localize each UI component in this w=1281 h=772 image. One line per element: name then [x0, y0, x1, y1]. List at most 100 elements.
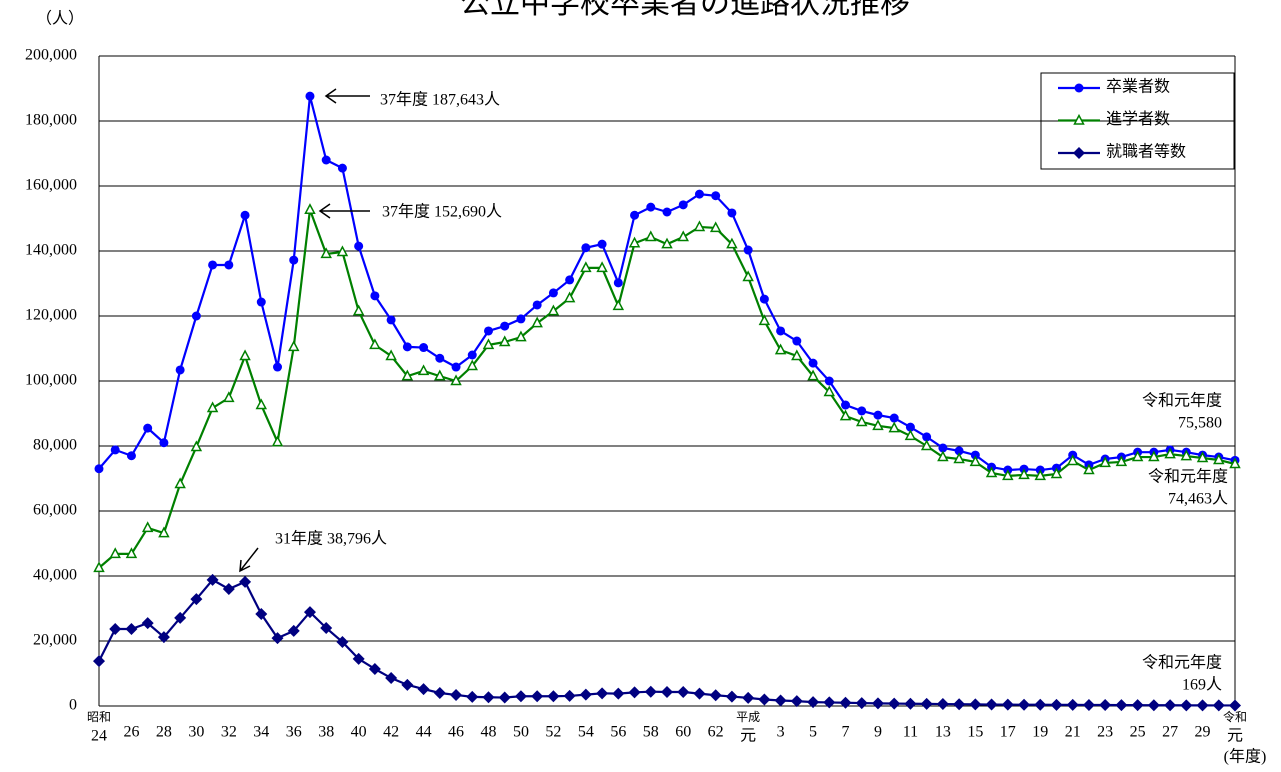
point — [1212, 699, 1225, 712]
point — [498, 335, 511, 347]
point — [1082, 698, 1095, 711]
point — [303, 606, 316, 619]
point — [954, 446, 964, 456]
point — [337, 163, 347, 173]
point — [1099, 699, 1112, 712]
point — [792, 336, 802, 346]
legend-label: 進学者数 — [1106, 110, 1170, 128]
point — [711, 191, 721, 201]
point — [336, 635, 349, 648]
point — [1066, 454, 1079, 466]
point — [807, 696, 820, 709]
point — [839, 409, 852, 421]
point — [1213, 453, 1225, 465]
point — [158, 526, 170, 538]
annotation: 令和元年度 — [1142, 392, 1222, 410]
annotation: 令和元年度 — [1148, 468, 1228, 486]
point — [759, 294, 769, 304]
point — [758, 693, 771, 706]
point — [646, 202, 656, 212]
point — [1147, 699, 1160, 712]
series-line — [98, 209, 1236, 569]
point — [742, 691, 755, 704]
point — [581, 243, 591, 253]
point — [938, 443, 948, 453]
x-tick-label: 30 — [188, 724, 204, 741]
annotation: 75,580 — [1178, 415, 1222, 432]
legend-marker — [1073, 147, 1085, 159]
point — [970, 450, 980, 460]
point — [273, 362, 283, 372]
point — [1001, 698, 1014, 711]
x-tick-label: 24 — [91, 728, 107, 745]
point — [888, 697, 901, 710]
y-tick-label: 0 — [69, 697, 77, 714]
y-unit: （人） — [36, 10, 84, 28]
annotation: 74,463人 — [1168, 490, 1228, 508]
point — [354, 241, 364, 251]
point — [936, 698, 949, 711]
point — [1034, 469, 1047, 481]
point — [1066, 698, 1079, 711]
point — [1115, 455, 1128, 467]
point — [467, 350, 477, 360]
point — [1002, 469, 1014, 481]
x-tick-label: 9 — [874, 724, 882, 741]
point — [1148, 450, 1160, 462]
point — [1018, 698, 1031, 711]
point — [873, 410, 883, 420]
point — [1196, 451, 1209, 463]
point — [596, 261, 608, 273]
point — [774, 343, 787, 355]
x-tick-label: 28 — [156, 724, 172, 741]
point — [709, 221, 722, 233]
point — [255, 398, 268, 410]
series — [93, 573, 1241, 712]
point — [206, 401, 219, 413]
point — [662, 207, 672, 217]
x-tick-label: 42 — [383, 724, 399, 741]
x-tick-label: 46 — [448, 724, 464, 741]
x-tick-label: 52 — [545, 724, 561, 741]
x-tick-label: 5 — [809, 724, 817, 741]
point — [920, 697, 933, 710]
point — [547, 304, 560, 316]
point — [514, 690, 527, 703]
point — [157, 631, 170, 644]
point — [791, 349, 803, 361]
point — [807, 369, 819, 381]
point — [725, 690, 738, 703]
point — [612, 299, 625, 311]
point — [1164, 699, 1177, 712]
arrow — [239, 547, 259, 573]
point — [677, 686, 690, 699]
point — [289, 255, 299, 265]
point — [515, 330, 527, 342]
point — [1115, 699, 1128, 712]
point — [628, 236, 641, 248]
x-tick-label: 50 — [513, 724, 529, 741]
point — [774, 694, 787, 707]
point — [206, 573, 219, 586]
point — [1034, 698, 1047, 711]
point — [466, 359, 479, 371]
x-tick-label: 27 — [1162, 724, 1178, 741]
point — [612, 687, 625, 700]
point — [352, 652, 365, 665]
point — [256, 297, 266, 307]
x-tick-label: 元 — [1227, 728, 1243, 745]
point — [126, 451, 136, 461]
x-tick-label: 40 — [351, 724, 367, 741]
point — [417, 364, 430, 376]
point — [239, 349, 251, 361]
point — [240, 210, 250, 220]
point — [287, 624, 300, 637]
point — [693, 687, 706, 700]
point — [174, 611, 187, 624]
point — [841, 400, 851, 410]
x-tick-label: 34 — [253, 724, 269, 741]
point — [597, 239, 607, 249]
annotation: 169人 — [1182, 676, 1222, 694]
point — [824, 376, 834, 386]
point — [855, 415, 868, 427]
